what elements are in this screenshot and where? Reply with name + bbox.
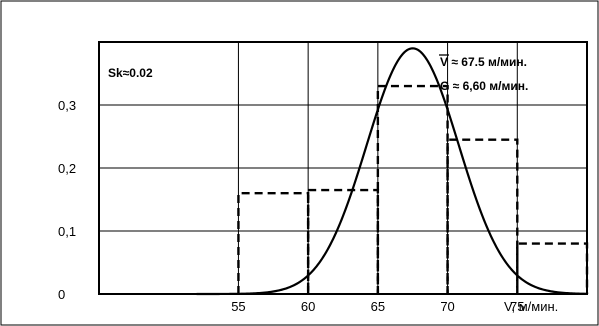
x-axis-label: V, м/мин. — [504, 299, 558, 314]
y-tick-label: 0,1 — [58, 224, 76, 239]
sd-annotation: G ≈ 6,60 м/мин. — [440, 79, 528, 93]
histogram-bar — [237, 192, 310, 294]
y-tick-label: 0 — [58, 287, 65, 302]
histogram-bar — [306, 188, 380, 294]
histogram-bar — [376, 84, 449, 294]
y-tick-label: 0,2 — [58, 161, 76, 176]
skewness-annotation: Sk≈0.02 — [108, 66, 153, 80]
normal-curve — [196, 47, 588, 296]
x-tick-label: 65 — [371, 299, 385, 314]
y-tick-label: 0,3 — [58, 98, 76, 113]
mean-annotation: V ≈ 67.5 м/мин. — [439, 54, 527, 69]
mean-value: ≈ 67.5 м/мин. — [448, 55, 527, 69]
x-axis: 55 60 65 70 75 — [231, 299, 524, 314]
x-tick-label: 55 — [231, 299, 245, 314]
plot-frame — [98, 41, 588, 295]
y-axis: 0 0,1 0,2 0,3 — [58, 98, 76, 302]
mean-symbol: V — [440, 55, 448, 69]
normal-curve-line — [196, 47, 588, 296]
x-tick-label: 60 — [301, 299, 315, 314]
svg-text:V ≈ 67.5 м/мин.: V ≈ 67.5 м/мин. — [440, 55, 527, 69]
histogram-bar — [446, 138, 519, 294]
x-tick-label: 70 — [440, 299, 454, 314]
x-tick-label: 75 — [510, 299, 524, 314]
